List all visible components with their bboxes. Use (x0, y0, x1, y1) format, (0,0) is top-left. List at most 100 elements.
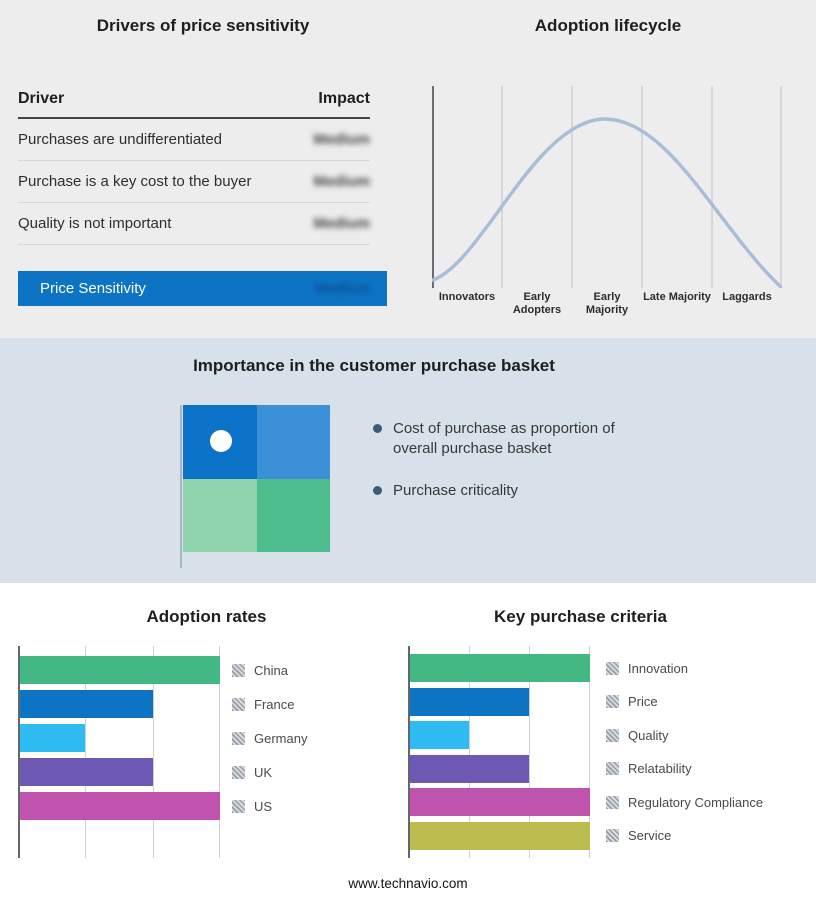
key-purchase-criteria-title: Key purchase criteria (494, 607, 667, 626)
legend-swatch-icon (606, 728, 619, 742)
legend-swatch-icon (232, 731, 245, 745)
lifecycle-svg (431, 86, 783, 289)
gridline (152, 646, 154, 858)
price-sensitivity-impact: Medium (314, 280, 371, 297)
drivers-panel-title: Drivers of price sensitivity (96, 16, 310, 35)
middle-band-background (0, 338, 816, 583)
bullet-icon (373, 485, 382, 495)
legend-item-innovation: Innovation (606, 660, 688, 676)
legend-item-relatability: Relatability (606, 761, 692, 776)
y-axis-line (18, 646, 20, 858)
table-header-row: Driver Impact (18, 90, 370, 119)
adoption-rates-legend: China France Germany UK US (232, 646, 392, 858)
table-row: Purchases are undifferentiated Medium (18, 119, 370, 161)
gridline (85, 646, 87, 858)
stage-label: Early Adopters (512, 291, 562, 317)
table-row: Quality is not important Medium (18, 203, 370, 245)
stage-label: Laggards (722, 291, 772, 303)
legend-swatch-icon (606, 762, 619, 775)
key-purchase-criteria-legend: Innovation Price Quality Relatability Regula… (606, 646, 816, 858)
legend-item-us: US (232, 798, 273, 814)
bullet-text: Cost of purchase as proportion of overal… (393, 420, 615, 458)
bar-france (18, 690, 153, 718)
column-header-driver: Driver (18, 90, 65, 107)
driver-cell: Purchases are undifferentiated (18, 131, 223, 148)
bar-germany (18, 724, 86, 752)
drivers-table: Driver Impact Purchases are undifferenti… (18, 90, 370, 245)
gridline (219, 646, 220, 858)
lifecycle-stage-labels: Innovators Early Adopters Early Majority… (432, 291, 782, 317)
quadrant-bottom-right (256, 478, 330, 552)
legend-label-quality: Quality (628, 727, 669, 743)
legend-label-relatability: Relatability (628, 761, 692, 776)
price-sensitivity-label: Price Sensitivity (40, 280, 146, 297)
bar-china (18, 656, 220, 684)
footer-url: www.technavio.com (348, 876, 468, 891)
price-sensitivity-bar: Price Sensitivity Medium (18, 271, 387, 306)
legend-label-us: US (254, 798, 273, 814)
legend-item-china: China (232, 662, 288, 678)
legend-swatch-icon (232, 697, 245, 711)
bar-innovation (408, 654, 590, 682)
gridline (589, 646, 590, 858)
driver-cell: Quality is not important (18, 215, 172, 232)
legend-item-france: France (232, 696, 295, 712)
bullet-item: Cost of purchase as proportion of overal… (373, 419, 637, 460)
adoption-rates-title: Adoption rates (146, 607, 267, 626)
legend-label-france: France (254, 696, 295, 712)
column-header-impact: Impact (318, 90, 370, 107)
legend-swatch-icon (232, 765, 245, 779)
purchase-basket-quadrant (183, 405, 330, 552)
bar-regulatory-compliance (408, 788, 590, 816)
gridline (529, 646, 531, 858)
legend-item-price: Price (606, 694, 658, 709)
quadrant-top-right (256, 405, 330, 479)
stage-label: Early Majority (585, 291, 629, 317)
impact-cell: Medium (313, 215, 370, 232)
key-purchase-criteria-plot (408, 646, 590, 858)
legend-swatch-icon (232, 663, 245, 677)
bar-relatability (408, 754, 530, 783)
impact-cell: Medium (313, 131, 370, 148)
bullet-item: Purchase criticality (373, 481, 637, 501)
bar-us (18, 792, 220, 820)
legend-item-quality: Quality (606, 727, 669, 743)
bar-uk (18, 758, 153, 786)
legend-swatch-icon (606, 695, 619, 708)
y-axis-line (408, 646, 410, 858)
quadrant-top-left (183, 405, 257, 479)
driver-cell: Purchase is a key cost to the buyer (18, 173, 252, 190)
legend-item-service: Service (606, 828, 672, 843)
adoption-rates-plot (18, 646, 220, 858)
quadrant-bottom-left (183, 478, 257, 552)
legend-label-service: Service (628, 828, 672, 843)
gridline (468, 646, 470, 858)
legend-swatch-icon (606, 795, 619, 809)
bar-service (408, 821, 590, 850)
bullet-text: Purchase criticality (393, 481, 519, 499)
legend-item-regulatory-compliance: Regulatory Compliance (606, 794, 764, 810)
legend-swatch-icon (606, 661, 619, 675)
basket-panel-title: Importance in the customer purchase bask… (193, 356, 555, 375)
table-row: Purchase is a key cost to the buyer Medi… (18, 161, 370, 203)
bar-quality (408, 721, 469, 749)
legend-label-price: Price (628, 694, 658, 709)
basket-bullet-list: Cost of purchase as proportion of overal… (373, 419, 637, 522)
bar-price (408, 687, 530, 716)
lifecycle-curve (431, 117, 783, 289)
legend-label-innovation: Innovation (628, 660, 688, 676)
legend-item-germany: Germany (232, 730, 308, 746)
legend-label-germany: Germany (254, 730, 308, 746)
adoption-lifecycle-chart (431, 86, 783, 289)
impact-cell: Medium (313, 173, 370, 190)
legend-swatch-icon (606, 829, 619, 842)
legend-label-regulatory-compliance: Regulatory Compliance (628, 794, 764, 810)
bullet-icon (373, 424, 382, 433)
legend-label-china: China (254, 662, 288, 678)
stage-label: Late Majority (643, 291, 711, 303)
legend-item-uk: UK (232, 764, 273, 780)
legend-label-uk: UK (254, 764, 273, 780)
legend-swatch-icon (232, 799, 245, 813)
quadrant-dot (210, 430, 232, 452)
